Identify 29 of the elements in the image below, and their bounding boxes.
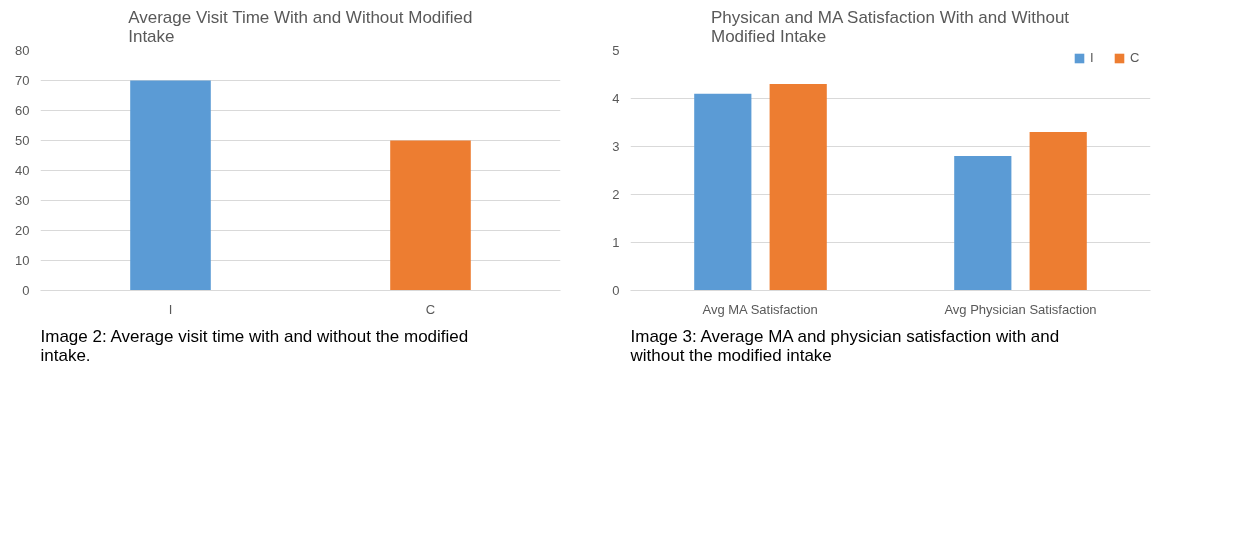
y-tick-label: 40 (15, 163, 30, 178)
text: Image 3: Average MA and physician satisfaction with and without the modified intake (629, 326, 1060, 365)
legend-label: C (1130, 50, 1141, 65)
text: Image 2: Average visit time with and without the modified intake. (40, 326, 469, 365)
y-tick-label: 0 (22, 283, 30, 298)
x-tick-label: Avg Physician Satisfaction (944, 301, 1097, 317)
y-tick-label: 60 (15, 103, 30, 118)
y-tick-label: 50 (15, 133, 30, 148)
y-tick-label: 4 (612, 91, 620, 106)
bar (769, 84, 827, 291)
y-tick-label: 3 (612, 139, 620, 154)
y-tick-label: 1 (612, 235, 620, 250)
x-tick-label: Avg MA Satisfaction (702, 301, 818, 317)
y-tick-label: 2 (612, 187, 620, 202)
x-tick-label: C (425, 301, 436, 317)
legend-label: I (1090, 50, 1095, 65)
bar (1029, 132, 1087, 291)
y-tick-label: 10 (15, 253, 30, 268)
y-tick-label: 0 (612, 283, 620, 298)
y-tick-label: 70 (15, 73, 30, 88)
chart-title: Physican and MA Satisfaction With and Without Modified Intake (710, 7, 1070, 46)
y-tick-label: 80 (15, 43, 30, 58)
bar (954, 156, 1012, 291)
y-tick-label: 20 (15, 223, 30, 238)
y-tick-label: 5 (612, 43, 620, 58)
chart-title: Average Visit Time With and Without Modified Intake (128, 7, 473, 46)
bar (694, 93, 752, 291)
y-tick-label: 30 (15, 193, 30, 208)
x-tick-label: I (168, 301, 173, 317)
